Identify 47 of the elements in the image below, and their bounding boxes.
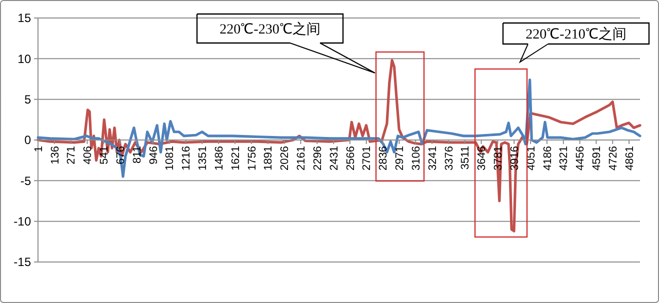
x-tick-label: 3916 — [508, 146, 521, 170]
y-tick-label: 0 — [24, 133, 32, 148]
x-tick-label: 3106 — [410, 146, 422, 170]
x-tick-label: 1891 — [262, 146, 275, 170]
x-tick-label: 1 — [32, 146, 45, 152]
x-tick-label: 2701 — [361, 146, 374, 170]
x-tick-label: 4321 — [558, 146, 570, 170]
x-tick-label: 1486 — [213, 146, 226, 170]
line-series — [36, 58, 642, 232]
x-tick-label: 3511 — [460, 146, 472, 170]
annotation: 220℃-230℃之间 — [220, 21, 320, 38]
x-tick-label: 3781 — [492, 146, 505, 170]
x-tick-label: 946 — [148, 146, 160, 164]
y-tick-label: -15 — [14, 255, 32, 270]
y-tick-label: 10 — [18, 52, 32, 66]
x-tick-label: 2431 — [328, 146, 340, 170]
x-tick-label: 2836 — [378, 146, 390, 170]
x-tick-label: 1621 — [230, 146, 242, 170]
x-tick-label: 3241 — [426, 146, 439, 170]
x-tick-label: 271 — [66, 146, 78, 164]
x-tick-label: 4726 — [607, 146, 620, 170]
x-tick-label: 4186 — [542, 146, 554, 170]
x-tick-label: 406 — [82, 146, 94, 164]
x-tick-label: 1756 — [246, 146, 258, 170]
y-tick-label: -5 — [20, 174, 32, 188]
line-series — [36, 78, 642, 178]
x-tick-label: 676 — [114, 146, 127, 164]
x-tick-label: 4861 — [624, 146, 636, 170]
x-tick-label: 2026 — [279, 146, 292, 170]
y-tick-label: -10 — [14, 214, 32, 229]
x-tick-label: 3646 — [476, 146, 488, 170]
x-tick-label: 2971 — [394, 146, 406, 170]
y-tick-label: 5 — [24, 92, 32, 107]
x-tick-label: 541 — [98, 146, 111, 164]
x-tick-label: 3376 — [443, 146, 456, 170]
x-tick-label: 1081 — [164, 146, 176, 170]
x-tick-label: 2566 — [344, 146, 357, 170]
x-tick-label: 136 — [49, 146, 62, 164]
x-tick-label: 4456 — [574, 146, 587, 170]
x-tick-label: 1216 — [180, 146, 193, 170]
x-tick-label: 4591 — [591, 146, 604, 170]
y-tick-label: 15 — [18, 11, 32, 26]
x-tick-label: 2296 — [312, 146, 324, 170]
x-tick-label: 1351 — [197, 146, 210, 170]
x-tick-label: 2161 — [296, 146, 308, 170]
annotation: 220℃-210℃之间 — [526, 26, 626, 42]
x-tick-label: 811 — [131, 146, 144, 164]
